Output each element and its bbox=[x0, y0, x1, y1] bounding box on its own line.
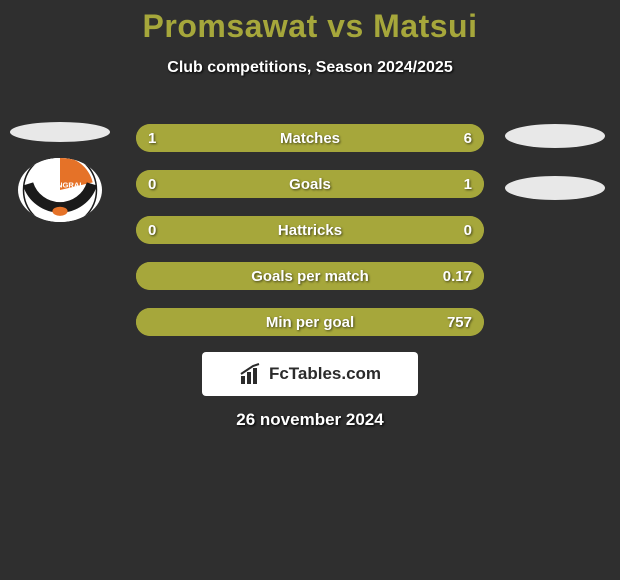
stats-panel: 1Matches60Goals10Hattricks0Goals per mat… bbox=[136, 124, 484, 336]
stat-row: 0Goals1 bbox=[136, 170, 484, 198]
svg-text:CHIANGRAI: CHIANGRAI bbox=[38, 181, 81, 190]
stat-label: Goals bbox=[136, 176, 484, 193]
stat-label: Matches bbox=[136, 130, 484, 147]
stat-value-right: 757 bbox=[447, 314, 472, 331]
page-title: Promsawat vs Matsui bbox=[0, 0, 620, 45]
club-badge-icon: CHIANGRAI bbox=[22, 158, 98, 222]
stat-label: Goals per match bbox=[136, 268, 484, 285]
player-right-column bbox=[500, 124, 610, 200]
player-left-placeholder-icon bbox=[10, 122, 110, 142]
stat-row: 0Hattricks0 bbox=[136, 216, 484, 244]
subtitle: Club competitions, Season 2024/2025 bbox=[0, 59, 620, 77]
date-label: 26 november 2024 bbox=[0, 410, 620, 430]
comparison-infographic: Promsawat vs Matsui Club competitions, S… bbox=[0, 0, 620, 580]
player-right-placeholder-icon-1 bbox=[505, 124, 605, 148]
stat-value-right: 1 bbox=[464, 176, 472, 193]
branding-text: FcTables.com bbox=[269, 364, 381, 384]
stat-value-right: 0.17 bbox=[443, 268, 472, 285]
player-right-placeholder-icon-2 bbox=[505, 176, 605, 200]
player-left-column: CHIANGRAI bbox=[10, 122, 110, 222]
branding-badge: FcTables.com bbox=[202, 352, 418, 396]
bar-chart-icon bbox=[239, 362, 263, 386]
stat-label: Min per goal bbox=[136, 314, 484, 331]
stat-row: Goals per match0.17 bbox=[136, 262, 484, 290]
club-logo-left: CHIANGRAI bbox=[18, 158, 102, 222]
stat-row: 1Matches6 bbox=[136, 124, 484, 152]
stat-value-right: 0 bbox=[464, 222, 472, 239]
stat-value-right: 6 bbox=[464, 130, 472, 147]
stat-label: Hattricks bbox=[136, 222, 484, 239]
stat-row: Min per goal757 bbox=[136, 308, 484, 336]
